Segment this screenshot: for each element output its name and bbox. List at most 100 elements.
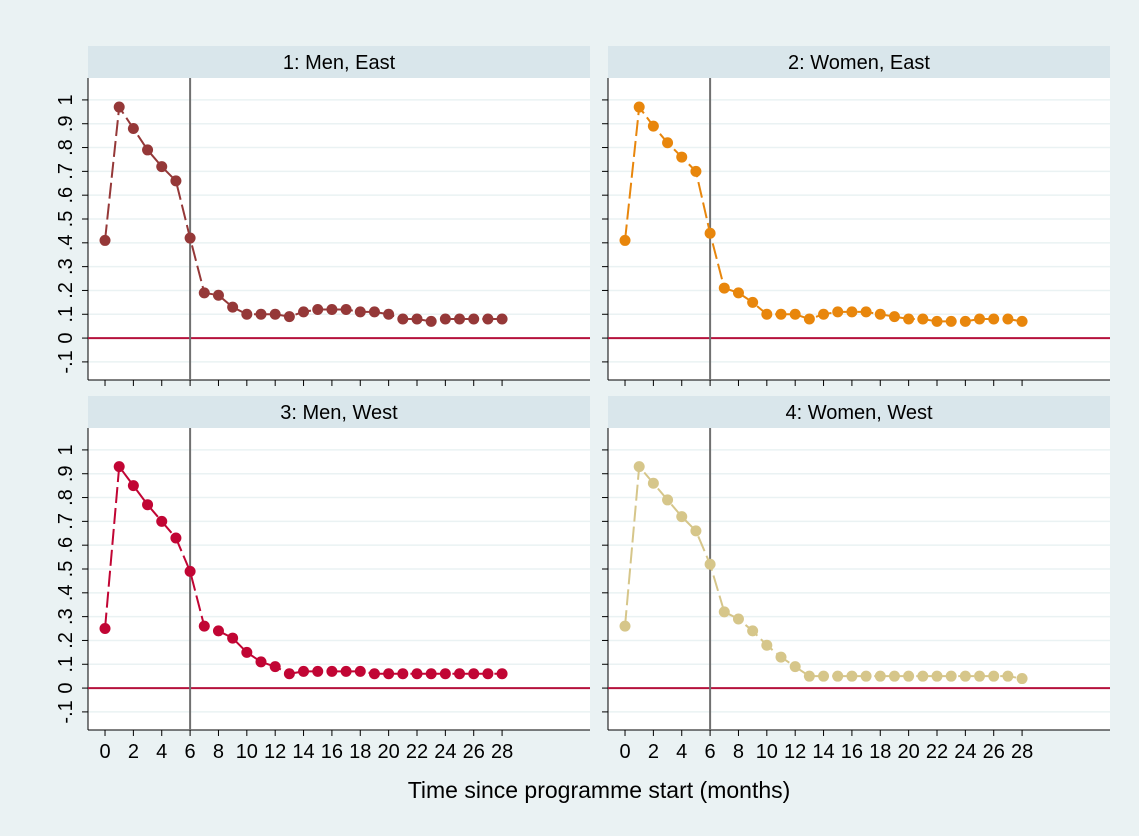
data-point <box>690 525 702 537</box>
data-point <box>874 670 886 682</box>
data-point <box>846 670 858 682</box>
y-tick-label: .3 <box>55 258 77 275</box>
data-point <box>888 670 900 682</box>
data-point <box>647 477 659 489</box>
y-tick-label: .7 <box>55 163 77 180</box>
data-point <box>704 558 716 570</box>
x-tick-label: 22 <box>406 741 428 763</box>
y-tick-label: .4 <box>55 234 77 251</box>
data-point <box>959 315 971 327</box>
data-point <box>690 165 702 177</box>
data-point <box>662 137 674 149</box>
data-point <box>255 656 267 668</box>
panel-strip <box>608 396 1110 428</box>
plot-area <box>608 78 1110 380</box>
x-tick-label: 2 <box>128 741 139 763</box>
data-point <box>619 620 631 632</box>
data-point <box>775 308 787 320</box>
data-point <box>383 308 395 320</box>
data-point <box>761 639 773 651</box>
x-tick-label: 0 <box>619 741 630 763</box>
data-point <box>662 494 674 506</box>
data-point <box>747 296 759 308</box>
data-point <box>860 306 872 318</box>
x-tick-label: 12 <box>264 741 286 763</box>
data-point <box>832 306 844 318</box>
data-point <box>326 665 338 677</box>
panel-strip <box>88 46 590 78</box>
data-point <box>718 282 730 294</box>
x-tick-label: 12 <box>784 741 806 763</box>
x-tick-label: 4 <box>676 741 687 763</box>
data-point <box>411 668 423 680</box>
data-point <box>439 313 451 325</box>
data-point <box>227 301 239 313</box>
data-point <box>931 670 943 682</box>
x-axis-title: Time since programme start (months) <box>408 777 791 803</box>
y-tick-label: 1 <box>55 444 77 455</box>
data-point <box>974 313 986 325</box>
x-tick-label: 10 <box>756 741 778 763</box>
y-tick-label: .3 <box>55 608 77 625</box>
x-tick-label: 28 <box>1011 741 1033 763</box>
data-point <box>874 308 886 320</box>
data-point <box>354 306 366 318</box>
data-point <box>269 661 281 673</box>
data-point <box>368 306 380 318</box>
x-tick-label: 8 <box>213 741 224 763</box>
data-point <box>255 308 267 320</box>
data-point <box>803 670 815 682</box>
data-point <box>619 234 631 246</box>
panel-title: 4: Women, West <box>785 402 933 424</box>
y-tick-label: -.1 <box>55 350 77 373</box>
y-tick-label: .2 <box>55 632 77 649</box>
plot-area <box>88 78 590 380</box>
data-point <box>170 175 182 187</box>
data-point <box>818 308 830 320</box>
data-point <box>113 461 125 473</box>
data-point <box>732 613 744 625</box>
x-tick-label: 22 <box>926 741 948 763</box>
data-point <box>945 670 957 682</box>
y-tick-label: .7 <box>55 513 77 530</box>
data-point <box>496 668 508 680</box>
data-point <box>1002 670 1014 682</box>
data-point <box>888 311 900 323</box>
x-tick-label: 18 <box>349 741 371 763</box>
y-tick-label: .9 <box>55 115 77 132</box>
y-tick-label: .1 <box>55 306 77 323</box>
data-point <box>789 308 801 320</box>
x-tick-label: 26 <box>983 741 1005 763</box>
x-tick-label: 26 <box>463 741 485 763</box>
x-tick-label: 4 <box>156 741 167 763</box>
data-point <box>368 668 380 680</box>
data-point <box>411 313 423 325</box>
y-tick-label: .4 <box>55 584 77 601</box>
data-point <box>397 668 409 680</box>
data-point <box>647 120 659 132</box>
data-point <box>184 232 196 244</box>
panel-title: 2: Women, East <box>788 52 930 74</box>
x-tick-label: 18 <box>869 741 891 763</box>
y-tick-label: -.1 <box>55 700 77 723</box>
data-point <box>818 670 830 682</box>
data-point <box>1002 313 1014 325</box>
data-point <box>454 668 466 680</box>
data-point <box>99 623 111 635</box>
y-tick-label: .6 <box>55 187 77 204</box>
data-point <box>283 668 295 680</box>
data-point <box>439 668 451 680</box>
data-point <box>789 661 801 673</box>
data-point <box>127 480 139 492</box>
data-point <box>633 461 645 473</box>
y-tick-label: 0 <box>55 683 77 694</box>
x-tick-label: 6 <box>185 741 196 763</box>
data-point <box>425 315 437 327</box>
y-tick-label: .5 <box>55 211 77 228</box>
data-point <box>142 144 154 156</box>
data-point <box>156 515 168 527</box>
data-point <box>269 308 281 320</box>
y-tick-label: .2 <box>55 282 77 299</box>
data-point <box>326 304 338 316</box>
